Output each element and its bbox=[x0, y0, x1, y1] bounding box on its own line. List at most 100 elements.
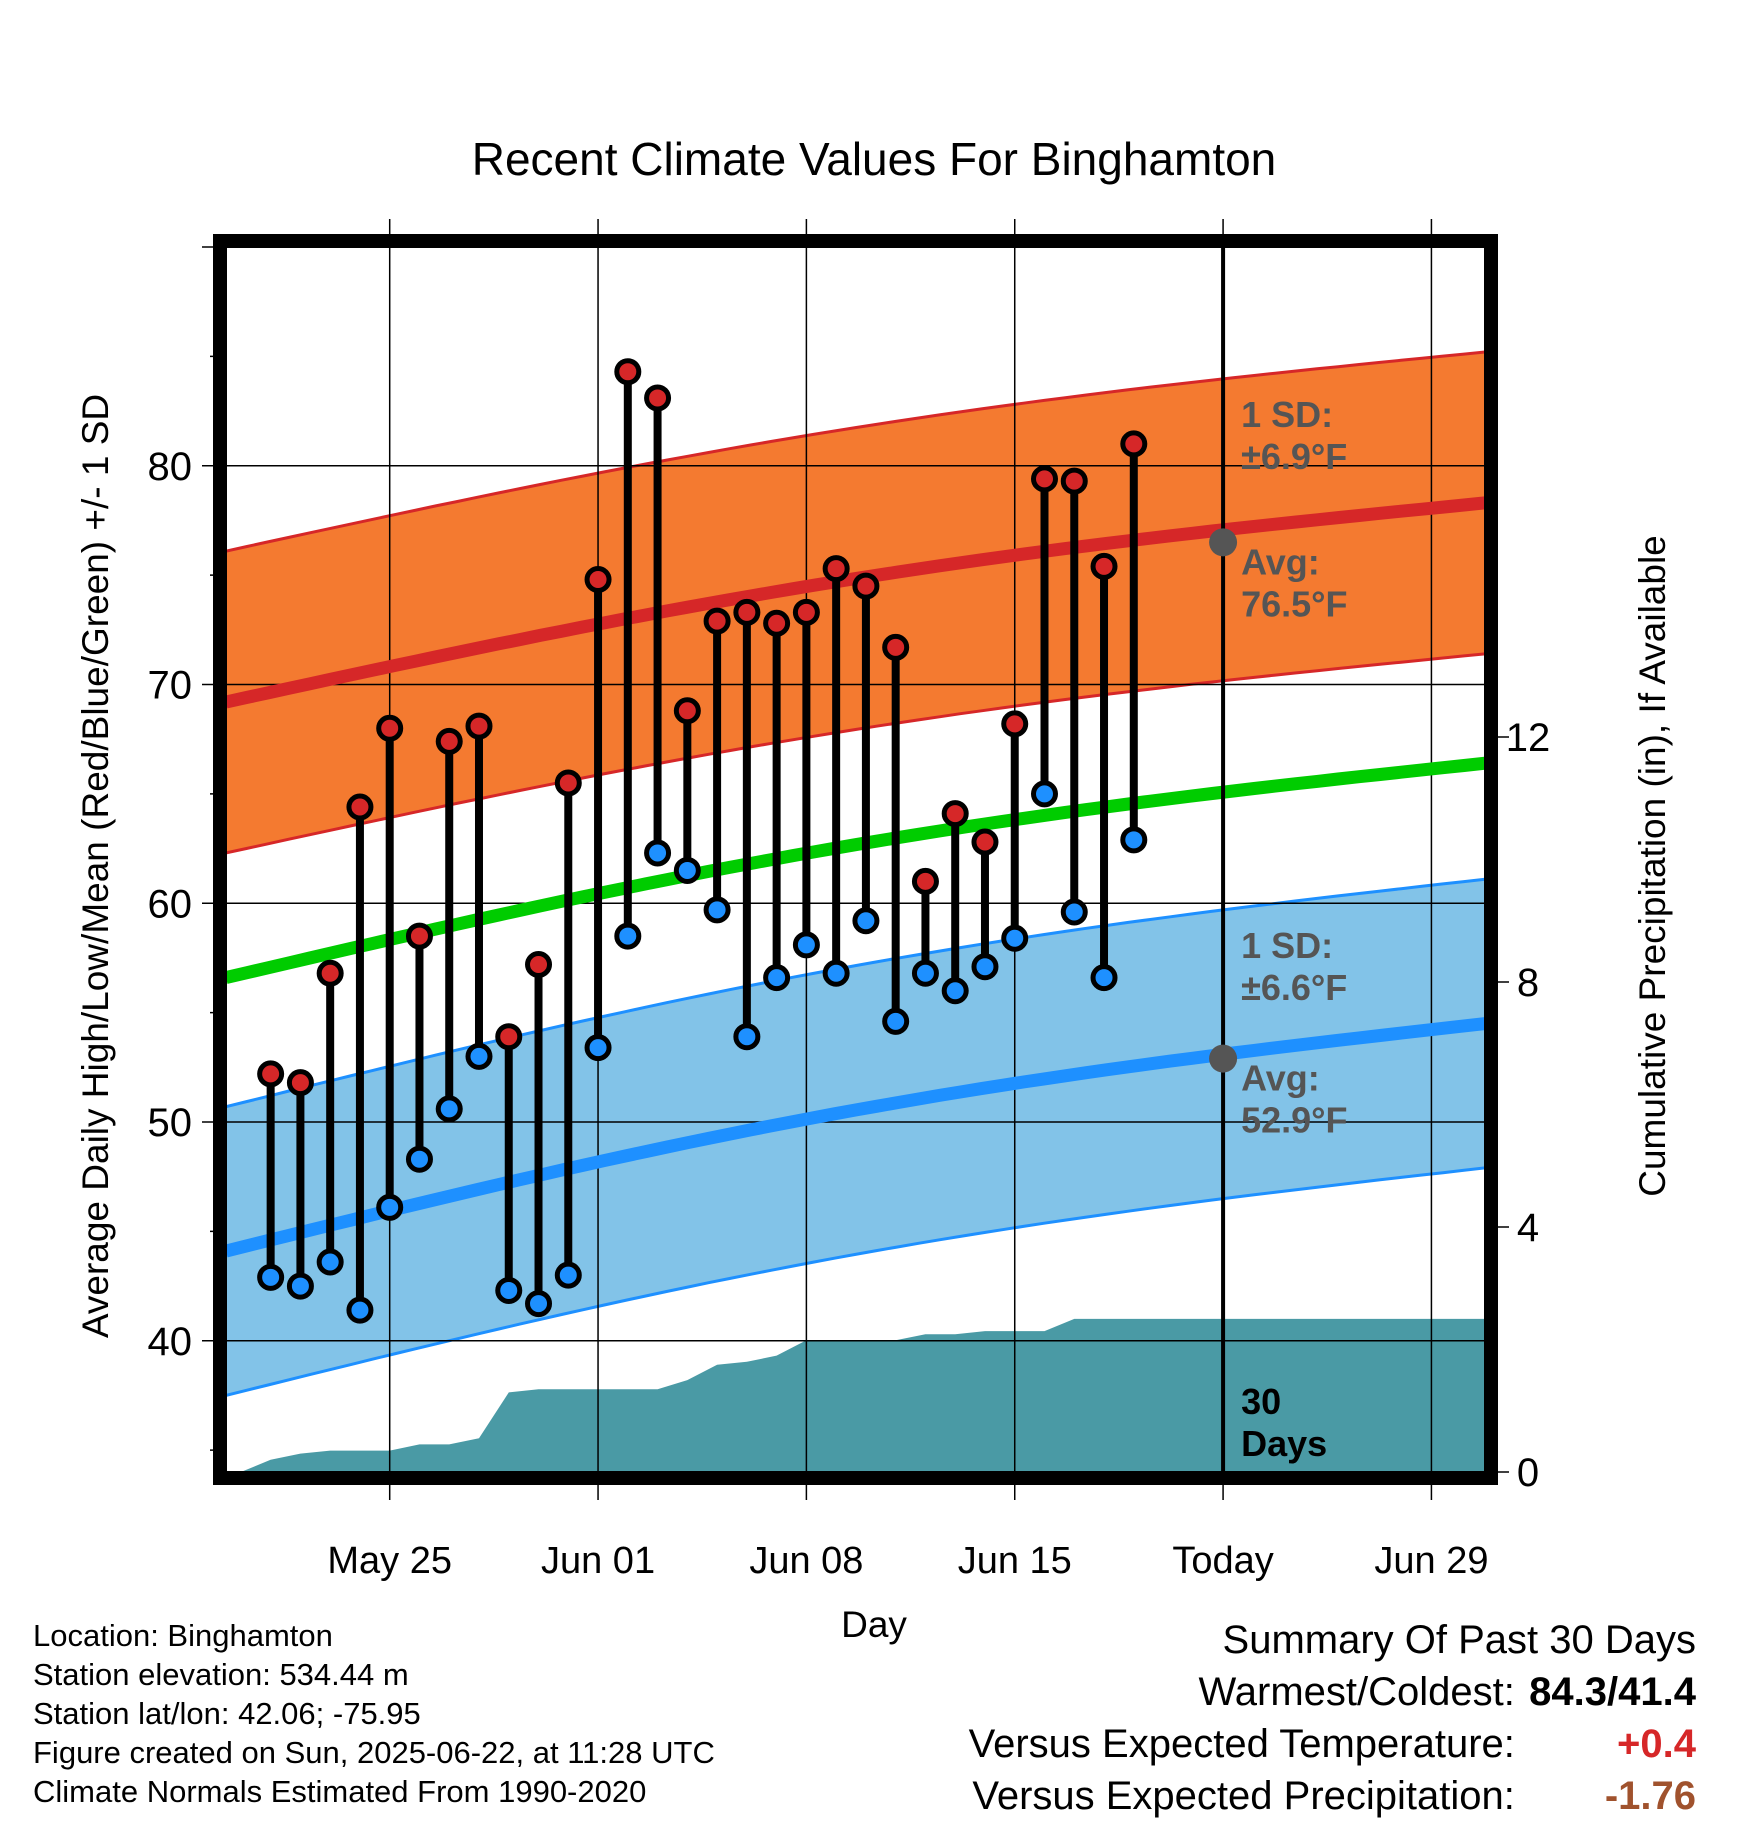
daily-high-point bbox=[1060, 467, 1088, 495]
daily-high-point bbox=[763, 609, 791, 637]
daily-high-point bbox=[495, 1023, 523, 1051]
high-sd-band bbox=[226, 352, 1485, 853]
daily-high-point bbox=[852, 572, 880, 600]
low-sd-lower-edge bbox=[226, 1166, 1485, 1397]
low-avg-label: Avg: bbox=[1241, 1058, 1320, 1099]
daily-low-point bbox=[1090, 964, 1118, 992]
x-tick-label: Jun 08 bbox=[749, 1540, 863, 1582]
y2-tick-label: 4 bbox=[1517, 1206, 1539, 1250]
summary-title: Summary Of Past 30 Days bbox=[1222, 1618, 1696, 1662]
x-tick-label: May 25 bbox=[327, 1540, 452, 1582]
daily-high-point bbox=[346, 793, 374, 821]
daily-high-point bbox=[941, 800, 969, 828]
normal-mean-line bbox=[226, 756, 1485, 984]
daily-high-point bbox=[465, 712, 493, 740]
today-high-avg-marker bbox=[1209, 528, 1238, 557]
precip-label: Versus Expected Precipitation: bbox=[972, 1774, 1515, 1818]
daily-low-point bbox=[763, 964, 791, 992]
temp-row: Versus Expected Temperature: +0.4 bbox=[969, 1718, 1696, 1770]
daily-low-point bbox=[941, 977, 969, 1005]
daily-low-point bbox=[316, 1248, 344, 1276]
station-info: Location: Binghamton Station elevation: … bbox=[33, 1616, 715, 1811]
daily-low-point bbox=[376, 1193, 404, 1221]
warm-cold-value: 84.3/41.4 bbox=[1529, 1670, 1696, 1714]
daily-low-point bbox=[584, 1034, 612, 1062]
y-axis-label: Average Daily High/Low/Mean (Red/Blue/Gr… bbox=[75, 394, 116, 1338]
daily-low-point bbox=[1060, 898, 1088, 926]
x-tick-label: Today bbox=[1172, 1540, 1273, 1582]
today-low-avg-marker bbox=[1209, 1044, 1238, 1073]
daily-low-point bbox=[1030, 780, 1058, 808]
temp-value: +0.4 bbox=[1617, 1722, 1696, 1766]
daily-low-point bbox=[346, 1296, 374, 1324]
daily-low-point bbox=[1120, 826, 1148, 854]
y2-axis-label: Cumulative Precipitation (in), If Availa… bbox=[1632, 535, 1673, 1197]
y-tick-label: 70 bbox=[148, 664, 193, 708]
daily-low-point bbox=[525, 1290, 553, 1318]
created-text: Figure created on Sun, 2025-06-22, at 11… bbox=[33, 1735, 715, 1770]
daily-low-point bbox=[554, 1261, 582, 1289]
precip-value: -1.76 bbox=[1604, 1774, 1696, 1818]
daily-high-point bbox=[1030, 465, 1058, 493]
daily-low-point bbox=[405, 1145, 433, 1173]
daily-high-point bbox=[644, 384, 672, 412]
daily-low-point bbox=[495, 1276, 523, 1304]
daily-high-point bbox=[673, 697, 701, 725]
daily-high-point bbox=[435, 727, 463, 755]
latlon-text: Station lat/lon: 42.06; -75.95 bbox=[33, 1696, 421, 1731]
daily-low-point bbox=[852, 907, 880, 935]
y2-tick-label: 0 bbox=[1517, 1451, 1539, 1495]
days-label-text: Days bbox=[1241, 1423, 1327, 1464]
high-sd-lower-edge bbox=[226, 652, 1485, 855]
daily-low-point bbox=[286, 1272, 314, 1300]
daily-high-point bbox=[882, 633, 910, 661]
daily-high-point bbox=[733, 598, 761, 626]
y-tick-label: 60 bbox=[148, 882, 193, 926]
daily-low-point bbox=[435, 1095, 463, 1123]
high-sd-value: ±6.9°F bbox=[1241, 436, 1347, 477]
low-sd-label: 1 SD: bbox=[1241, 925, 1333, 966]
daily-high-point bbox=[911, 867, 939, 895]
daily-high-point bbox=[286, 1069, 314, 1097]
y2-tick-label: 8 bbox=[1517, 961, 1539, 1005]
daily-low-point bbox=[882, 1007, 910, 1035]
daily-low-point bbox=[911, 959, 939, 987]
daily-high-point bbox=[584, 566, 612, 593]
elevation-text: Station elevation: 534.44 m bbox=[33, 1657, 409, 1692]
daily-high-point bbox=[792, 598, 820, 626]
daily-low-point bbox=[822, 959, 850, 987]
daily-low-point bbox=[971, 953, 999, 981]
x-tick-label: Jun 01 bbox=[541, 1540, 655, 1582]
daily-high-point bbox=[554, 769, 582, 797]
chart-title: Recent Climate Values For Binghamton bbox=[472, 133, 1277, 185]
y2-tick-label: 12 bbox=[1506, 716, 1551, 760]
daily-high-point bbox=[1001, 710, 1029, 738]
warm-cold-row: Warmest/Coldest: 84.3/41.4 bbox=[969, 1666, 1697, 1718]
daily-high-point bbox=[614, 358, 642, 386]
daily-low-point bbox=[792, 931, 820, 959]
normal-low-line bbox=[226, 1017, 1485, 1258]
x-axis-label: Day bbox=[841, 1604, 907, 1645]
daily-high-point bbox=[316, 959, 344, 987]
temp-label: Versus Expected Temperature: bbox=[968, 1722, 1515, 1766]
daily-low-point bbox=[1001, 924, 1029, 952]
x-tick-label: Jun 15 bbox=[958, 1540, 1072, 1582]
daily-low-point bbox=[614, 922, 642, 950]
location-text: Location: Binghamton bbox=[33, 1618, 333, 1653]
daily-high-point bbox=[525, 951, 553, 978]
daily-high-point bbox=[1090, 552, 1118, 580]
high-avg-value: 76.5°F bbox=[1241, 583, 1347, 624]
normals-text: Climate Normals Estimated From 1990-2020 bbox=[33, 1774, 647, 1809]
daily-high-point bbox=[971, 828, 999, 856]
daily-high-point bbox=[405, 922, 433, 950]
plot-frame bbox=[213, 234, 1498, 1485]
daily-low-point bbox=[733, 1023, 761, 1051]
daily-low-point bbox=[257, 1263, 285, 1291]
low-avg-value: 52.9°F bbox=[1241, 1100, 1347, 1141]
y-tick-label: 50 bbox=[148, 1101, 193, 1145]
daily-low-point bbox=[703, 896, 731, 924]
daily-high-point bbox=[1120, 430, 1148, 458]
